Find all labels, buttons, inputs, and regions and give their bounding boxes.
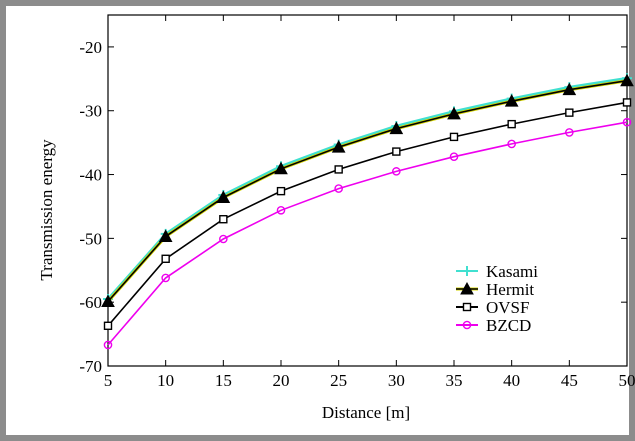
data-point bbox=[392, 147, 401, 156]
data-point bbox=[334, 165, 343, 174]
legend-marker bbox=[462, 320, 472, 330]
data-point bbox=[565, 108, 574, 117]
legend-marker bbox=[462, 302, 472, 312]
data-point bbox=[562, 82, 577, 96]
data-point bbox=[216, 190, 231, 204]
data-point bbox=[219, 234, 228, 244]
legend-item-bzcd: BZCD bbox=[456, 316, 531, 335]
plot-axes bbox=[107, 14, 628, 367]
data-point bbox=[620, 73, 634, 87]
y-tick-label: -70 bbox=[79, 357, 102, 376]
x-tick-label: 40 bbox=[503, 371, 520, 390]
y-tick-label: -30 bbox=[79, 102, 102, 121]
y-tick-label: -50 bbox=[79, 229, 102, 248]
y-axis-label: Transmission energy bbox=[37, 139, 56, 281]
x-tick-label: 45 bbox=[561, 371, 578, 390]
series-layer bbox=[101, 73, 634, 350]
legend-item-kasami: Kasami bbox=[456, 262, 538, 281]
series-kasami bbox=[103, 73, 632, 304]
x-tick-label: 50 bbox=[619, 371, 635, 390]
series-line-glow bbox=[106, 79, 628, 303]
legend-item-hermit: Hermit bbox=[456, 280, 534, 299]
legend-item-ovsf: OVSF bbox=[456, 298, 529, 317]
legend-label: Kasami bbox=[486, 262, 538, 281]
x-tick-label: 5 bbox=[104, 371, 113, 390]
legend-label: Hermit bbox=[486, 280, 534, 299]
axis-ticks: 5 10 15 20 25 30 35 40 45 50 -70 -60 -50 -40 -30 -20 bbox=[79, 15, 635, 390]
data-point bbox=[507, 139, 516, 149]
data-point bbox=[276, 205, 286, 215]
plot-area-border bbox=[107, 14, 628, 367]
legend-marker bbox=[460, 281, 474, 295]
data-point bbox=[565, 128, 574, 137]
series-line bbox=[107, 79, 628, 303]
data-point bbox=[504, 94, 519, 107]
data-point bbox=[158, 229, 173, 242]
data-point bbox=[449, 152, 459, 161]
data-point bbox=[331, 140, 346, 153]
data-point bbox=[161, 254, 170, 263]
data-point bbox=[103, 340, 113, 350]
data-point bbox=[276, 186, 286, 196]
legend-label: BZCD bbox=[486, 316, 531, 335]
x-tick-label: 25 bbox=[330, 371, 347, 390]
data-point bbox=[161, 273, 170, 283]
y-tick-label: -20 bbox=[79, 38, 102, 57]
legend-label: OVSF bbox=[486, 298, 529, 317]
x-tick-label: 30 bbox=[388, 371, 405, 390]
data-point bbox=[622, 117, 632, 127]
data-point bbox=[334, 184, 343, 193]
x-tick-label: 10 bbox=[157, 371, 174, 390]
series-line bbox=[107, 76, 628, 300]
y-tick-label: -40 bbox=[79, 166, 102, 185]
data-point bbox=[622, 98, 632, 107]
series-bzcd bbox=[103, 117, 632, 350]
legend-marker bbox=[462, 266, 472, 276]
data-point bbox=[389, 121, 404, 135]
data-point bbox=[101, 294, 115, 308]
series-line bbox=[107, 121, 628, 346]
data-point bbox=[103, 321, 113, 330]
data-point bbox=[274, 161, 288, 175]
data-point bbox=[392, 167, 401, 176]
data-point bbox=[219, 215, 228, 224]
series-line bbox=[107, 101, 628, 327]
series-hermit bbox=[101, 73, 634, 308]
x-tick-label: 35 bbox=[446, 371, 463, 390]
data-point bbox=[507, 119, 516, 129]
data-point bbox=[449, 132, 459, 142]
x-axis-label: Distance [m] bbox=[322, 403, 410, 422]
y-tick-label: -60 bbox=[79, 293, 102, 312]
series-ovsf bbox=[103, 98, 632, 330]
x-tick-label: 20 bbox=[273, 371, 290, 390]
x-tick-label: 15 bbox=[215, 371, 232, 390]
data-point bbox=[447, 106, 461, 120]
